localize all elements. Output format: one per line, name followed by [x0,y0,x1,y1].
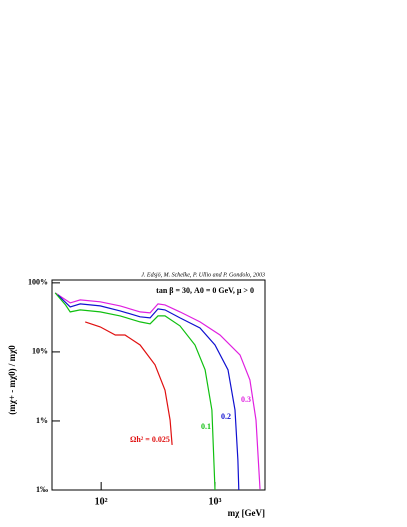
x-axis-label: mχ [GeV] [228,508,265,518]
y-tick-label: 10% [32,347,48,356]
y-tick-label: 100% [28,278,48,287]
annotation: tan β = 30, A0 = 0 GeV, μ > 0 [156,286,254,295]
series-line [85,321,173,445]
series-line [54,292,261,490]
x-tick-label: 10³ [208,496,221,507]
series-line [54,292,216,491]
y-tick-label: 1‰ [36,485,48,494]
x-tick-label: 10² [95,496,108,507]
series-line [57,294,240,491]
series-label: 0.1 [201,422,211,431]
series-label: Ωh² = 0.025 [130,435,170,444]
y-tick-label: 1% [36,416,48,425]
plot-frame [51,279,266,491]
credit: J. Edsjö, M. Schelke, P. Ullio and P. Go… [141,272,265,278]
y-axis-label: (mχ+ - mχ0) / mχ0 [7,345,17,415]
series-label: 0.2 [221,412,231,421]
series-label: 0.3 [241,395,251,404]
